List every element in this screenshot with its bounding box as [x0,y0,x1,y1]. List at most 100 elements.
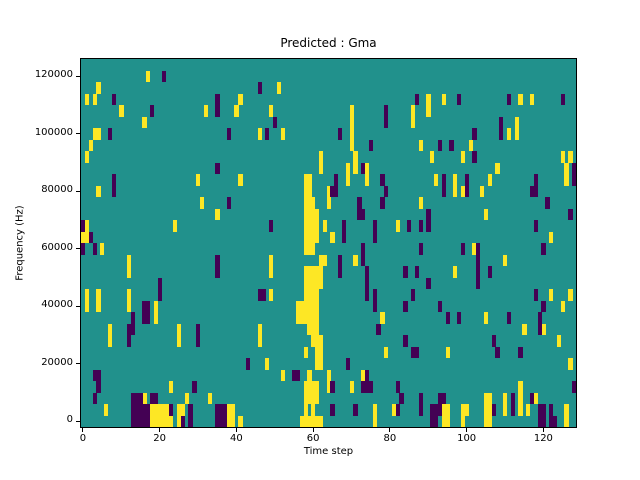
x-tick-mark [235,428,237,432]
heatmap-cell-high [541,323,546,336]
heatmap-cell-low [257,289,262,301]
heatmap-cell-low [380,197,385,209]
heatmap-cell-high [460,404,466,427]
heatmap-cell-low [457,93,462,106]
heatmap-cell-high [326,185,331,209]
x-tick-mark [82,428,84,432]
x-tick-label: 60 [306,433,320,444]
heatmap-cell-high [529,93,535,106]
heatmap-cell-low [449,139,454,152]
heatmap-cell-high [426,93,431,117]
heatmap-cell-high [142,392,147,405]
heatmap-cell-high [568,358,573,370]
y-tick-mark [76,363,80,365]
heatmap-cell-high [299,415,304,427]
heatmap-cell-high [518,381,523,416]
heatmap-cell-low [153,392,159,405]
heatmap-cell-high [107,323,113,347]
y-tick-label: 0 [66,414,73,426]
heatmap-cell-low [364,381,370,393]
heatmap-cell-high [92,93,97,106]
heatmap-cell-high [349,381,354,393]
heatmap-cell-high [556,335,562,347]
heatmap-cell-low [533,289,539,301]
heatmap-cell-low [518,346,523,359]
heatmap-cell-high [560,300,565,313]
heatmap-cell-low [146,300,151,324]
plot-area [80,58,577,428]
heatmap-cell-low [338,254,343,278]
heatmap-cell-high [196,174,201,186]
heatmap-cell-low [418,243,423,255]
heatmap-cell-low [334,174,339,198]
heatmap-cell-low [552,415,558,427]
heatmap-cell-high [522,323,527,336]
heatmap-cell-low [560,93,565,106]
heatmap-cell-high [533,392,539,405]
heatmap-cell-high [315,266,320,370]
heatmap-cell-low [215,162,220,175]
heatmap-cell-high [549,231,554,244]
heatmap-cell-low [92,243,97,255]
heatmap-cell-low [414,93,420,106]
heatmap-cell-high [380,312,385,324]
heatmap-cell-low [368,139,374,152]
heatmap-cell-low [411,346,416,359]
heatmap-cell-high [318,254,324,267]
heatmap-cell-high [311,381,316,427]
heatmap-cell-high [495,162,500,175]
heatmap-cell-high [453,174,458,198]
heatmap-cell-low [142,300,147,324]
heatmap-cell-high [483,392,489,427]
heatmap-cell-low [541,243,546,255]
heatmap-cell-low [472,128,477,140]
heatmap-cell-low [572,162,576,186]
heatmap-cell-low [434,404,439,427]
heatmap-cell-high [514,116,519,140]
heatmap-cell-high [199,197,205,209]
heatmap-cell-low [384,105,389,129]
heatmap-cell-low [188,404,193,427]
heatmap-cell-high [322,254,327,267]
heatmap-cell-low [384,185,389,198]
heatmap-cell-low [150,392,155,405]
heatmap-cell-low [541,300,546,313]
heatmap-cell-low [376,323,381,336]
heatmap-cell-low [506,312,512,324]
heatmap-cell-low [361,162,366,175]
heatmap-cell-high [295,300,301,324]
heatmap-cell-high [318,266,324,290]
heatmap-cell-low [541,404,546,427]
y-tick-label: 60000 [41,241,73,253]
heatmap-cell-low [361,381,366,393]
heatmap-cell-high [173,220,178,232]
heatmap-cell-low [441,174,446,198]
heatmap-cell-low [169,404,174,416]
heatmap-cell-high [280,128,285,140]
heatmap-cell-low [130,312,136,336]
heatmap-cell-high [418,197,423,209]
heatmap-cell-high [315,415,320,427]
heatmap-cell-low [292,369,297,382]
heatmap-cell-high [230,404,235,427]
heatmap-cell-low [81,220,86,232]
heatmap-cell-low [96,369,101,393]
heatmap-cell-low [460,243,466,255]
heatmap-cell-low [545,197,550,209]
heatmap-cell-low [134,392,139,427]
heatmap-cell-high [453,266,458,278]
heatmap-cell-high [303,381,308,405]
heatmap-cell-high [411,105,416,129]
heatmap-cell-high [127,254,132,278]
heatmap-cell-high [92,128,97,140]
heatmap-cell-high [311,197,316,255]
heatmap-cell-high [430,151,435,163]
heatmap-cell-high [104,404,109,416]
heatmap-cell-low [157,277,162,301]
heatmap-cell-high [269,289,274,301]
heatmap-cell-low [464,174,469,198]
heatmap-cell-low [411,289,416,301]
heatmap-cell-low [338,128,343,140]
heatmap-cell-low [437,392,443,416]
heatmap-cell-low [330,381,335,393]
